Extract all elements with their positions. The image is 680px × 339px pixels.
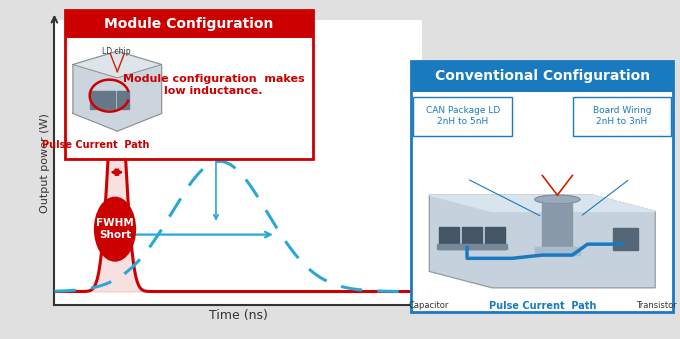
Polygon shape — [439, 227, 460, 248]
Polygon shape — [429, 195, 656, 288]
Polygon shape — [460, 244, 485, 248]
Ellipse shape — [192, 80, 240, 145]
Text: Pulse Current  Path: Pulse Current Path — [41, 140, 149, 150]
Polygon shape — [534, 247, 580, 255]
Text: Board Wiring
2nH to 3nH: Board Wiring 2nH to 3nH — [592, 106, 651, 126]
Polygon shape — [103, 91, 116, 109]
Text: Module Configuration: Module Configuration — [104, 17, 273, 31]
FancyArrowPatch shape — [214, 148, 218, 219]
Polygon shape — [117, 91, 129, 109]
Text: FWHM
Long: FWHM Long — [196, 102, 236, 123]
Polygon shape — [73, 51, 162, 78]
Text: Module configuration  makes
low inductance.: Module configuration makes low inductanc… — [122, 74, 305, 96]
Polygon shape — [462, 227, 482, 248]
Text: Conventional Configuration: Conventional Configuration — [435, 69, 650, 83]
Text: CAN Package LD
2nH to 5nH: CAN Package LD 2nH to 5nH — [426, 106, 500, 126]
Text: Capacitor: Capacitor — [408, 301, 449, 310]
Y-axis label: Output power (W): Output power (W) — [40, 113, 50, 213]
Polygon shape — [534, 195, 580, 204]
Ellipse shape — [94, 197, 136, 262]
Text: Pulse Current  Path: Pulse Current Path — [489, 301, 596, 311]
Polygon shape — [429, 195, 656, 212]
Polygon shape — [437, 244, 462, 248]
Polygon shape — [542, 197, 573, 255]
Polygon shape — [485, 227, 505, 248]
Text: FWHM
Short: FWHM Short — [96, 218, 134, 240]
Polygon shape — [482, 244, 507, 248]
Polygon shape — [73, 51, 162, 131]
Polygon shape — [613, 228, 638, 250]
Text: LD chip: LD chip — [102, 47, 131, 56]
X-axis label: Time (ns): Time (ns) — [209, 309, 267, 322]
Text: Transistor: Transistor — [636, 301, 677, 310]
Polygon shape — [90, 91, 101, 109]
